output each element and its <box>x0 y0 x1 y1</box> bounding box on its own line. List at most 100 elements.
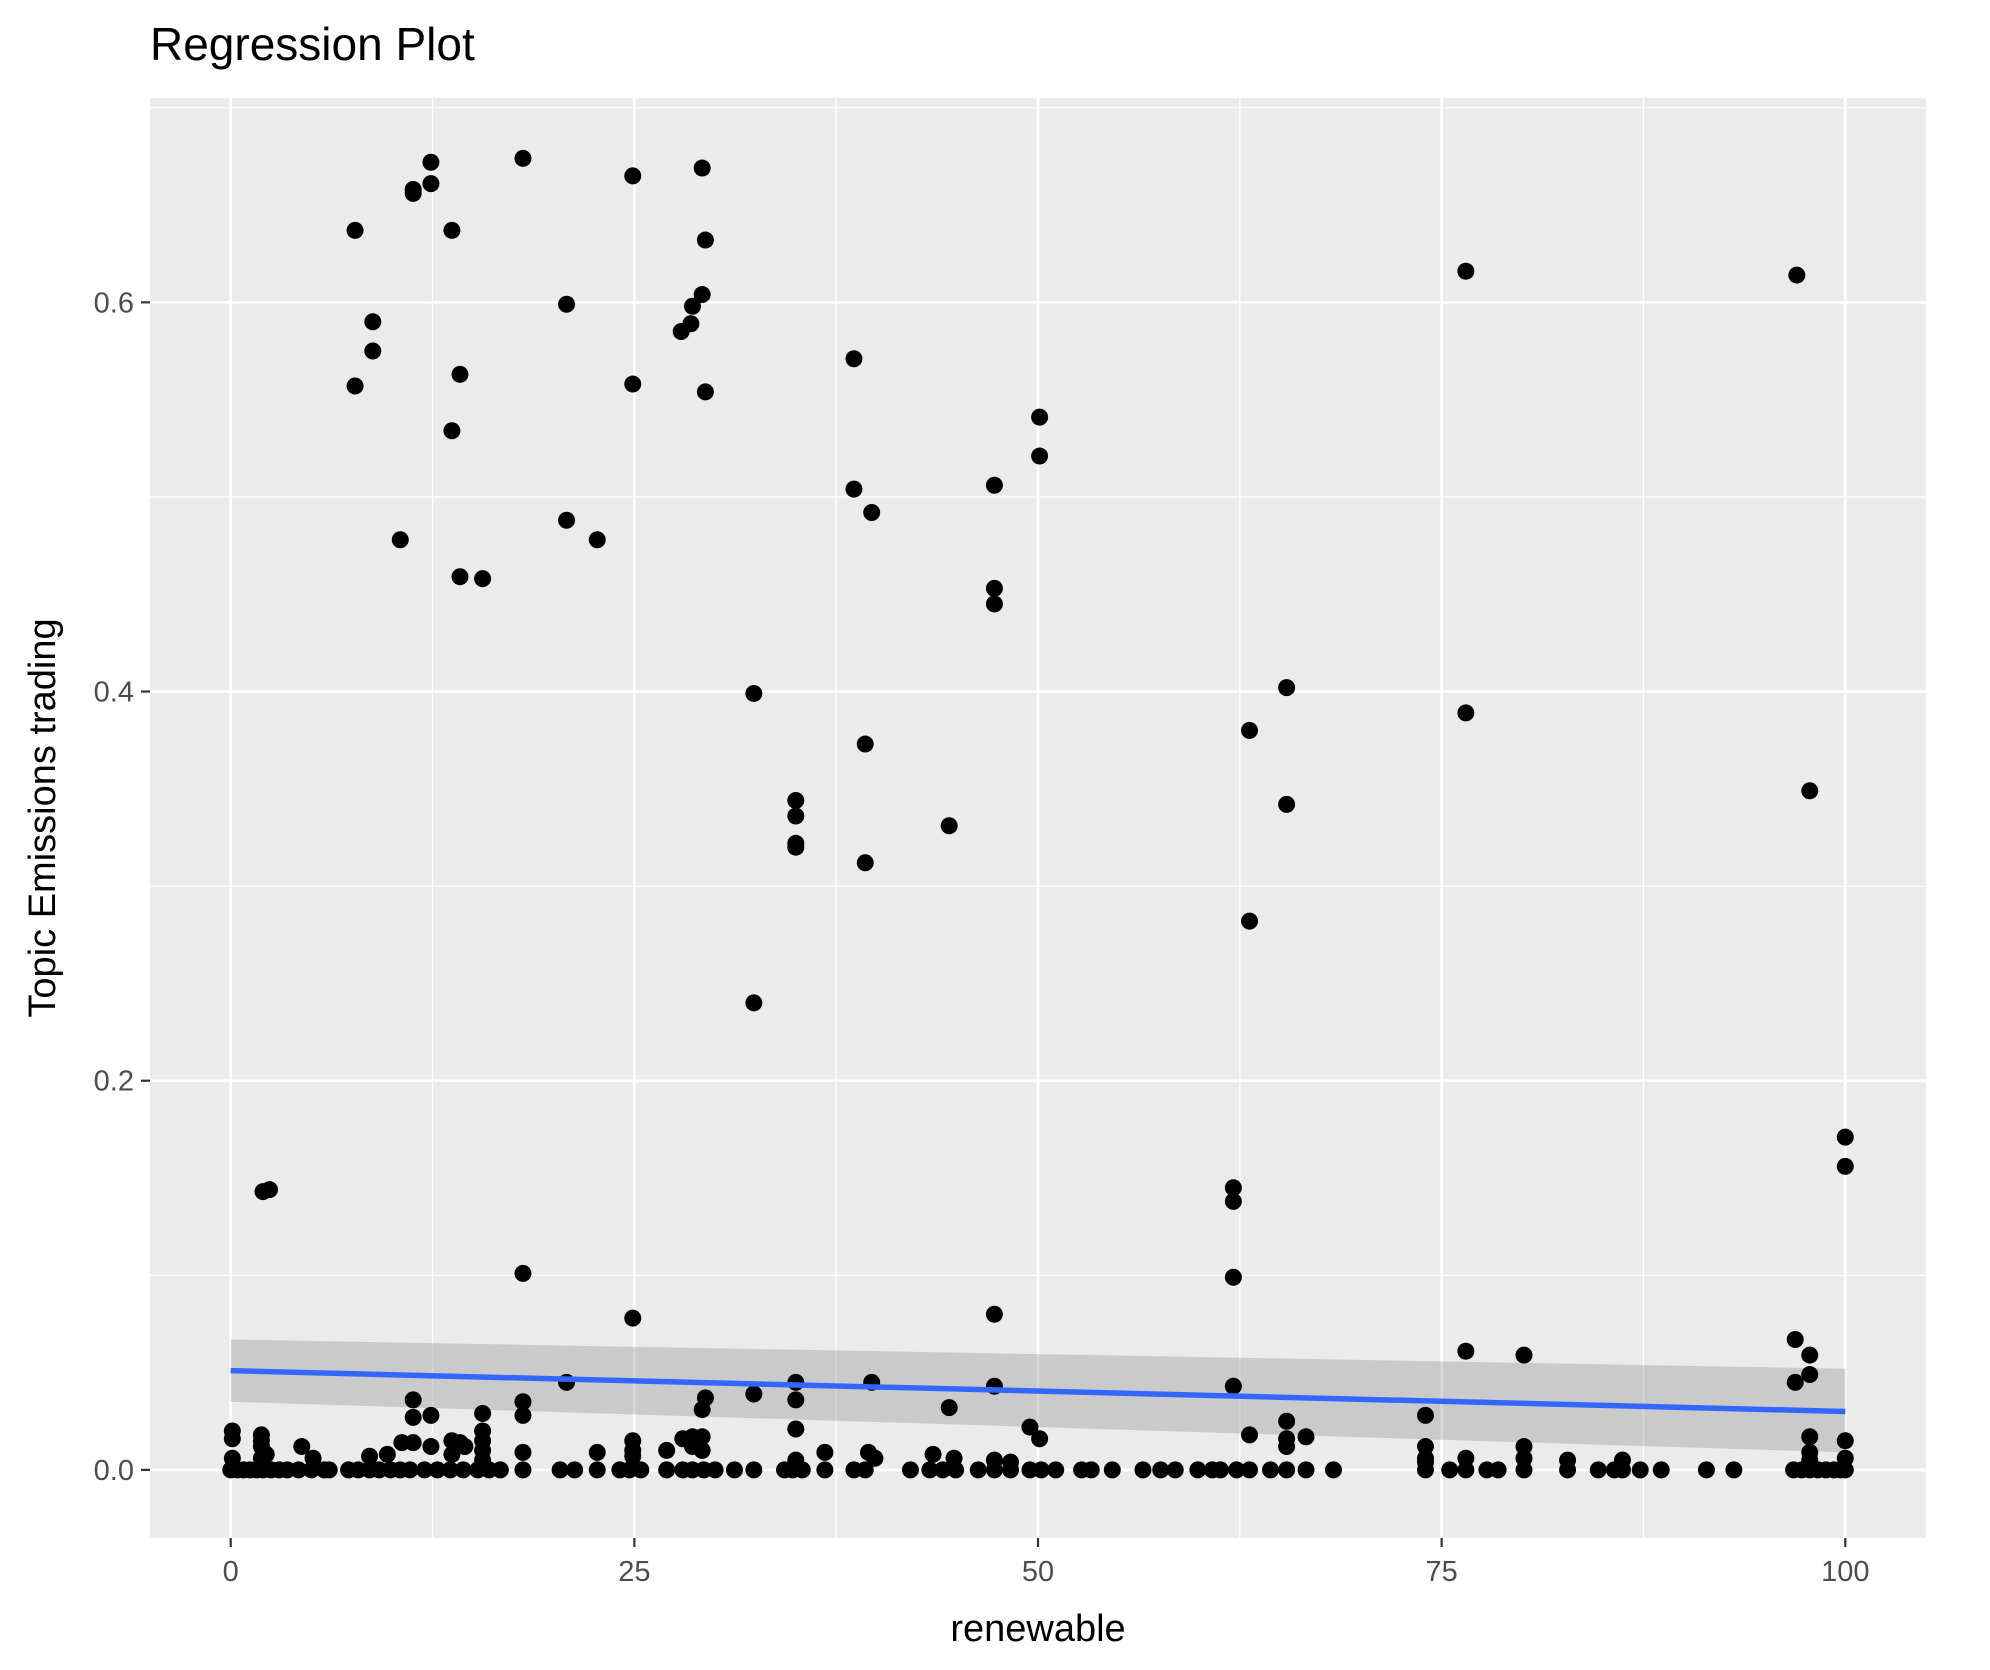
data-point <box>845 480 863 498</box>
data-point <box>260 1181 278 1199</box>
data-point <box>456 1438 474 1456</box>
data-point <box>588 531 606 549</box>
data-point <box>1031 408 1049 426</box>
x-tick-label: 75 <box>1426 1556 1458 1588</box>
data-point <box>415 1461 433 1479</box>
data-point <box>624 167 642 185</box>
data-point <box>658 1441 676 1459</box>
data-point <box>683 297 701 315</box>
data-point <box>940 817 958 835</box>
data-point <box>1457 1449 1475 1467</box>
data-point <box>558 295 576 313</box>
data-point <box>866 1449 884 1467</box>
data-point <box>1441 1461 1459 1479</box>
data-point <box>514 1406 532 1424</box>
data-point <box>404 1391 422 1409</box>
data-point <box>1515 1449 1533 1467</box>
data-point <box>1457 1342 1475 1360</box>
x-axis-label: renewable <box>950 1608 1125 1650</box>
data-point <box>514 149 532 167</box>
data-point <box>514 1393 532 1411</box>
data-point <box>706 1461 724 1479</box>
data-point <box>745 684 763 702</box>
data-point <box>1278 1412 1296 1430</box>
data-point <box>391 531 409 549</box>
data-point <box>1416 1406 1434 1424</box>
data-point <box>1224 1268 1242 1286</box>
data-point <box>404 1434 422 1452</box>
data-point <box>293 1438 311 1456</box>
data-point <box>985 1461 1003 1479</box>
data-point <box>558 511 576 529</box>
data-point <box>624 1447 642 1465</box>
data-point <box>816 1461 834 1479</box>
data-point <box>346 221 364 239</box>
data-point <box>1416 1461 1434 1479</box>
data-point <box>624 375 642 393</box>
data-point <box>1002 1461 1020 1479</box>
data-point <box>1457 704 1475 722</box>
data-point <box>1082 1461 1100 1479</box>
data-point <box>745 1385 763 1403</box>
data-point <box>856 854 874 872</box>
data-point <box>1228 1461 1246 1479</box>
data-point <box>1489 1461 1507 1479</box>
data-point <box>491 1461 509 1479</box>
data-point <box>787 807 805 825</box>
data-point <box>1297 1428 1315 1446</box>
data-point <box>921 1461 939 1479</box>
data-point <box>1166 1461 1184 1479</box>
data-point <box>1261 1461 1279 1479</box>
data-point <box>346 377 364 395</box>
data-point <box>1589 1461 1607 1479</box>
y-tick-label: 0.6 <box>94 287 134 319</box>
data-point <box>1278 795 1296 813</box>
data-point <box>1324 1461 1342 1479</box>
data-point <box>693 159 711 177</box>
data-point <box>1103 1461 1121 1479</box>
y-axis-label: Topic Emissions trading <box>22 618 64 1017</box>
data-point <box>969 1461 987 1479</box>
data-point <box>1278 1438 1296 1456</box>
data-point <box>1457 262 1475 280</box>
y-tick-label: 0.2 <box>94 1066 134 1098</box>
data-point <box>1801 1346 1819 1364</box>
data-point <box>940 1399 958 1417</box>
data-point <box>1241 1461 1259 1479</box>
data-point <box>1836 1432 1854 1450</box>
data-point <box>787 838 805 856</box>
data-point <box>223 1430 241 1448</box>
data-point <box>1801 782 1819 800</box>
data-point <box>745 994 763 1012</box>
data-point <box>787 791 805 809</box>
data-point <box>901 1461 919 1479</box>
data-point <box>1416 1438 1434 1456</box>
data-point <box>1241 912 1259 930</box>
data-point <box>696 231 714 249</box>
data-point <box>793 1461 811 1479</box>
regression-line-layer <box>230 1367 1846 1415</box>
data-point <box>320 1461 338 1479</box>
data-point <box>428 1461 446 1479</box>
data-point <box>632 1461 650 1479</box>
data-point <box>696 383 714 401</box>
data-point <box>1278 1461 1296 1479</box>
data-point <box>1241 1426 1259 1444</box>
x-tick-label: 25 <box>618 1556 650 1588</box>
data-point <box>1786 1373 1804 1391</box>
data-point <box>863 503 881 521</box>
data-point <box>1652 1461 1670 1479</box>
scatter-points-layer <box>222 149 1854 1479</box>
major-gridlines <box>150 98 1926 1538</box>
data-point <box>1224 1179 1242 1197</box>
confidence-band <box>230 1339 1846 1453</box>
data-point <box>985 579 1003 597</box>
data-point <box>985 476 1003 494</box>
data-point <box>1031 1430 1049 1448</box>
data-point <box>443 221 461 239</box>
data-point <box>658 1461 676 1479</box>
data-point <box>588 1443 606 1461</box>
data-point <box>1134 1461 1152 1479</box>
data-point <box>1278 679 1296 697</box>
y-axis: 0.0 0.2 0.4 0.6 <box>94 287 150 1487</box>
